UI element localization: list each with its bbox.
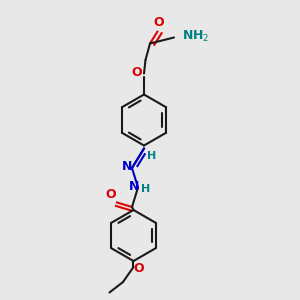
Text: O: O xyxy=(134,262,144,275)
Text: H: H xyxy=(147,151,156,161)
Text: N: N xyxy=(129,179,140,193)
Text: O: O xyxy=(131,65,142,79)
Text: N: N xyxy=(122,160,132,173)
Text: O: O xyxy=(154,16,164,28)
Text: O: O xyxy=(106,188,116,201)
Text: NH$_2$: NH$_2$ xyxy=(182,28,209,44)
Text: H: H xyxy=(141,184,150,194)
